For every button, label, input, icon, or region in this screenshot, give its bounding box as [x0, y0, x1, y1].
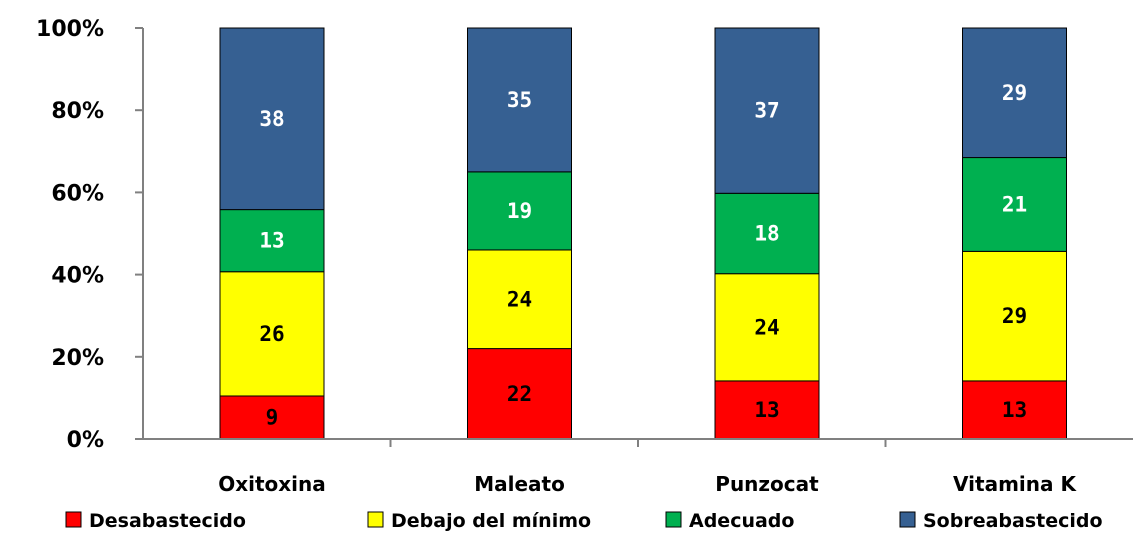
- data-label-3-1: 13: [754, 398, 779, 422]
- legend-label-2: Debajo del mínimo: [391, 510, 591, 532]
- data-label-3-4: 37: [754, 99, 779, 123]
- data-label-2-2: 24: [507, 287, 532, 311]
- bar-segment-1-2: [219, 271, 325, 397]
- data-label-2-4: 35: [507, 88, 532, 112]
- y-tick-label: 20%: [51, 346, 104, 371]
- data-label-4-3: 21: [1002, 192, 1027, 216]
- y-tick-label: 100%: [36, 17, 104, 42]
- data-label-2-1: 22: [507, 382, 532, 406]
- x-tick-label: Oxitoxina: [218, 472, 326, 496]
- bar-segment-1-1: [219, 395, 325, 440]
- bar-segment-4-4: [962, 27, 1067, 159]
- bar-segment-2-4: [467, 27, 572, 173]
- bar-segment-4-3: [962, 157, 1067, 252]
- y-tick-label: 80%: [51, 99, 104, 124]
- legend-swatch-4: [899, 511, 916, 528]
- bar-segment-2-1: [467, 348, 572, 440]
- data-label-1-3: 13: [259, 229, 284, 253]
- data-label-1-2: 26: [259, 322, 284, 346]
- bar-segment-1-4: [219, 27, 325, 211]
- bar-segment-3-4: [714, 27, 820, 194]
- y-tick-label: 40%: [51, 264, 104, 289]
- legend: Desabastecido Debajo del mínimo Adecuado So…: [65, 510, 1103, 532]
- x-tick-label: Vitamina K: [953, 472, 1077, 496]
- legend-label-3: Adecuado: [689, 510, 794, 532]
- bar-segment-2-2: [467, 249, 572, 350]
- legend-swatch-2: [367, 511, 384, 528]
- bar-segment-3-2: [714, 273, 820, 382]
- plot-area: 9 26 13 38 22 24 19 35 13 24 18 37 13 29 21 29: [219, 27, 1067, 440]
- legend-swatch-3: [665, 511, 682, 528]
- data-label-4-1: 13: [1002, 398, 1027, 422]
- axes: Oxitoxina Maleato Punzocat Vitamina K 0% 20% 4…: [36, 17, 1133, 496]
- data-label-1-4: 38: [259, 107, 284, 131]
- legend-swatch-1: [65, 511, 82, 528]
- bar-segment-3-3: [714, 192, 820, 275]
- data-label-1-1: 9: [266, 405, 279, 429]
- bar-segment-4-1: [962, 380, 1067, 440]
- data-label-2-3: 19: [507, 199, 532, 223]
- x-tick-label: Punzocat: [715, 472, 819, 496]
- data-label-4-4: 29: [1002, 81, 1027, 105]
- y-tick-label: 60%: [51, 181, 104, 206]
- data-label-3-3: 18: [754, 222, 779, 246]
- legend-label-1: Desabastecido: [89, 510, 246, 532]
- x-tick-label: Maleato: [474, 472, 565, 496]
- bar-segment-2-3: [467, 171, 572, 251]
- legend-label-4: Sobreabastecido: [923, 510, 1103, 532]
- data-label-3-2: 24: [754, 315, 779, 339]
- y-tick-label: 0%: [67, 428, 104, 453]
- data-label-4-2: 29: [1002, 304, 1027, 328]
